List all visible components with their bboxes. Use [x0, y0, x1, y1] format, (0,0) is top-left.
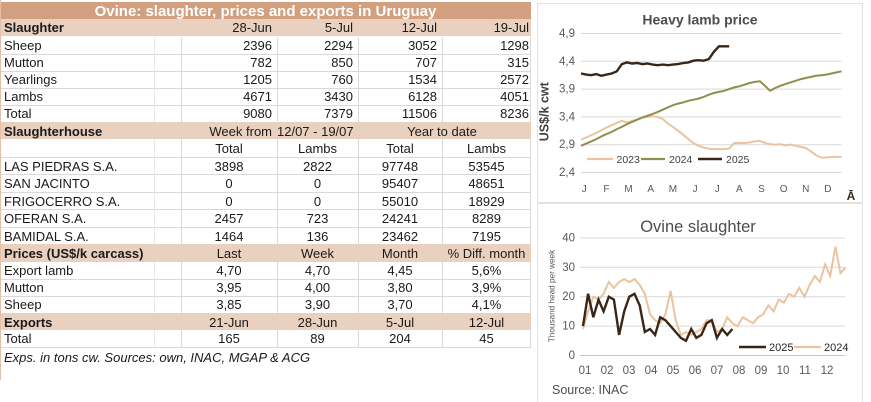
svg-text:O: O	[780, 184, 788, 195]
svg-text:0: 0	[569, 350, 575, 362]
svg-text:Ovine slaughter: Ovine slaughter	[640, 218, 756, 236]
svg-text:F: F	[603, 184, 609, 195]
svg-text:Source: INAC: Source: INAC	[552, 383, 628, 397]
svg-text:4,4: 4,4	[559, 56, 576, 68]
svg-text:Ā: Ā	[847, 189, 856, 203]
svg-text:2024: 2024	[669, 154, 693, 166]
svg-text:S: S	[758, 184, 765, 195]
svg-text:4,9: 4,9	[559, 28, 575, 40]
svg-text:07: 07	[711, 365, 724, 377]
svg-text:2,4: 2,4	[559, 167, 576, 179]
svg-text:03: 03	[623, 365, 636, 377]
svg-text:US$/k cwt: US$/k cwt	[538, 81, 552, 141]
svg-text:N: N	[802, 184, 809, 195]
svg-text:08: 08	[733, 365, 746, 377]
svg-text:01: 01	[579, 365, 592, 377]
svg-text:12: 12	[821, 365, 834, 377]
svg-text:Heavy lamb price: Heavy lamb price	[642, 12, 757, 28]
svg-text:09: 09	[755, 365, 768, 377]
svg-text:D: D	[824, 184, 831, 195]
svg-text:10: 10	[562, 321, 575, 333]
svg-text:02: 02	[601, 365, 614, 377]
svg-text:M: M	[624, 184, 632, 195]
svg-text:A: A	[736, 184, 743, 195]
svg-text:11: 11	[799, 365, 811, 377]
svg-text:J: J	[582, 184, 587, 195]
svg-text:2025: 2025	[769, 342, 793, 354]
svg-text:Thousand head per week: Thousand head per week	[548, 249, 557, 342]
svg-text:20: 20	[562, 291, 575, 303]
svg-text:J: J	[715, 184, 720, 195]
svg-text:3,9: 3,9	[559, 84, 575, 96]
svg-text:M: M	[669, 184, 677, 195]
svg-text:3,4: 3,4	[559, 111, 576, 123]
svg-text:2023: 2023	[617, 154, 641, 166]
svg-text:30: 30	[562, 262, 575, 274]
svg-text:06: 06	[689, 365, 702, 377]
svg-text:A: A	[647, 184, 654, 195]
svg-text:10: 10	[777, 365, 790, 377]
svg-text:2025: 2025	[726, 154, 750, 166]
svg-text:04: 04	[645, 365, 658, 377]
svg-text:2024: 2024	[824, 342, 848, 354]
svg-text:40: 40	[562, 232, 575, 244]
svg-text:J: J	[693, 184, 698, 195]
svg-text:05: 05	[667, 365, 680, 377]
svg-text:2,9: 2,9	[559, 139, 575, 151]
